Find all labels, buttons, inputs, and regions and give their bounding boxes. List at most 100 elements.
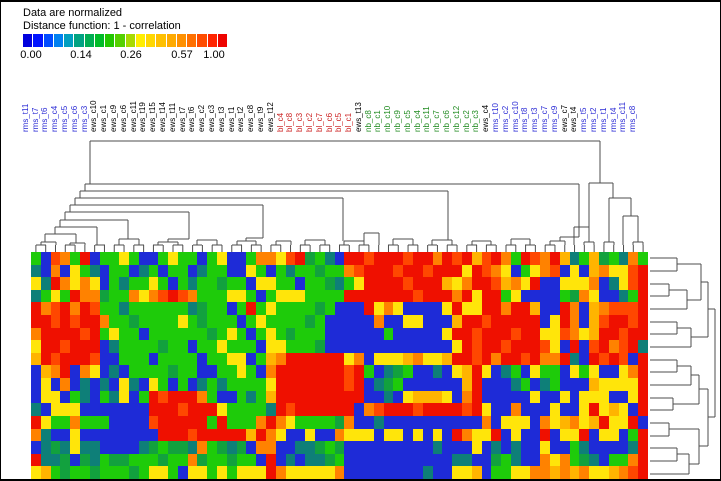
heatmap-cell (138, 441, 149, 454)
heatmap-cell (422, 340, 433, 353)
heatmap-cell (510, 327, 521, 341)
heatmap-cell (109, 453, 120, 467)
heatmap-cell (491, 302, 502, 316)
heatmap-cell (246, 403, 257, 416)
heatmap-cell (569, 390, 580, 404)
heatmap-cell (510, 264, 521, 278)
heatmap-cell (148, 352, 159, 366)
heatmap-cell (530, 415, 541, 429)
heatmap-cell (70, 403, 80, 416)
heatmap-cell (177, 415, 188, 429)
heatmap-cell (256, 315, 267, 328)
heatmap-cell (559, 302, 570, 316)
heatmap-cell (550, 453, 560, 467)
heatmap-cell (638, 315, 648, 328)
heatmap-cell (559, 441, 570, 454)
heatmap-cell (520, 277, 531, 290)
heatmap-cell (31, 453, 41, 467)
heatmap-cell (158, 403, 169, 416)
heatmap-cell (491, 277, 502, 290)
heatmap-cell (618, 453, 629, 467)
heatmap-cell (501, 340, 511, 353)
heatmap-cell (99, 289, 110, 303)
heatmap-cell (99, 340, 110, 353)
heatmap-cell (60, 289, 71, 303)
heatmap-cell (324, 441, 335, 454)
heatmap-cell (70, 252, 80, 265)
heatmap-cell (285, 415, 296, 429)
heatmap-cell (275, 365, 286, 379)
heatmap-cell (256, 302, 267, 316)
heatmap-cell (109, 352, 120, 366)
heatmap-cell (226, 428, 237, 442)
heatmap-cell (569, 365, 580, 379)
heatmap-cell (334, 441, 345, 454)
heatmap-cell (99, 466, 110, 479)
heatmap-cell (177, 289, 188, 303)
heatmap-cell (393, 252, 404, 265)
heatmap-cell (305, 365, 316, 379)
heatmap-cell (628, 428, 639, 442)
heatmap-cell (226, 352, 237, 366)
heatmap-cell (217, 365, 227, 379)
heatmap-cell (383, 466, 394, 479)
heatmap-cell (422, 441, 433, 454)
heatmap-cell (324, 315, 335, 328)
heatmap-cell (618, 403, 629, 416)
heatmap-cell (128, 264, 139, 278)
heatmap-cell (89, 378, 100, 391)
heatmap-cell (187, 441, 198, 454)
heatmap-cell (158, 277, 169, 290)
heatmap-cell (393, 327, 404, 341)
heatmap-cell (275, 327, 286, 341)
heatmap-cell (275, 264, 286, 278)
heatmap-cell (109, 415, 120, 429)
heatmap-cell (403, 252, 413, 265)
heatmap-cell (79, 378, 90, 391)
heatmap-cell (530, 252, 541, 265)
heatmap-cell (305, 415, 316, 429)
heatmap-cell (158, 428, 169, 442)
heatmap-cell (305, 264, 316, 278)
heatmap-cell (236, 302, 247, 316)
heatmap-cell (491, 378, 502, 391)
heatmap-cell (471, 428, 482, 442)
heatmap-cell (217, 277, 227, 290)
heatmap-cell (481, 327, 492, 341)
heatmap-cell (177, 365, 188, 379)
heatmap-cell (481, 441, 492, 454)
color-scale-segment (207, 34, 217, 47)
heatmap-cell (461, 466, 472, 479)
heatmap-cell (432, 415, 443, 429)
heatmap-cell (373, 252, 384, 265)
heatmap-cell (599, 441, 609, 454)
heatmap-cell (197, 415, 208, 429)
heatmap-cell (158, 390, 169, 404)
heatmap-cell (197, 340, 208, 353)
heatmap-cell (79, 390, 90, 404)
heatmap-cell (510, 403, 521, 416)
heatmap-cell (628, 264, 639, 278)
heatmap-cell (89, 289, 100, 303)
heatmap-cell (79, 327, 90, 341)
heatmap-cell (393, 466, 404, 479)
heatmap-cell (393, 428, 404, 442)
heatmap-cell (550, 252, 560, 265)
heatmap-cell (354, 428, 364, 442)
heatmap-cell (599, 327, 609, 341)
heatmap-cell (79, 277, 90, 290)
heatmap-cell (599, 340, 609, 353)
heatmap-cell (452, 415, 462, 429)
heatmap-cell (579, 264, 590, 278)
heatmap-cell (628, 277, 639, 290)
heatmap-cell (50, 277, 61, 290)
heatmap-cell (256, 466, 267, 479)
heatmap-cell (31, 252, 41, 265)
heatmap-cell (559, 415, 570, 429)
heatmap-cell (491, 365, 502, 379)
heatmap-cell (530, 441, 541, 454)
heatmap-cell (315, 390, 325, 404)
heatmap-cell (383, 252, 394, 265)
heatmap-cell (295, 378, 306, 391)
heatmap-cell (187, 264, 198, 278)
